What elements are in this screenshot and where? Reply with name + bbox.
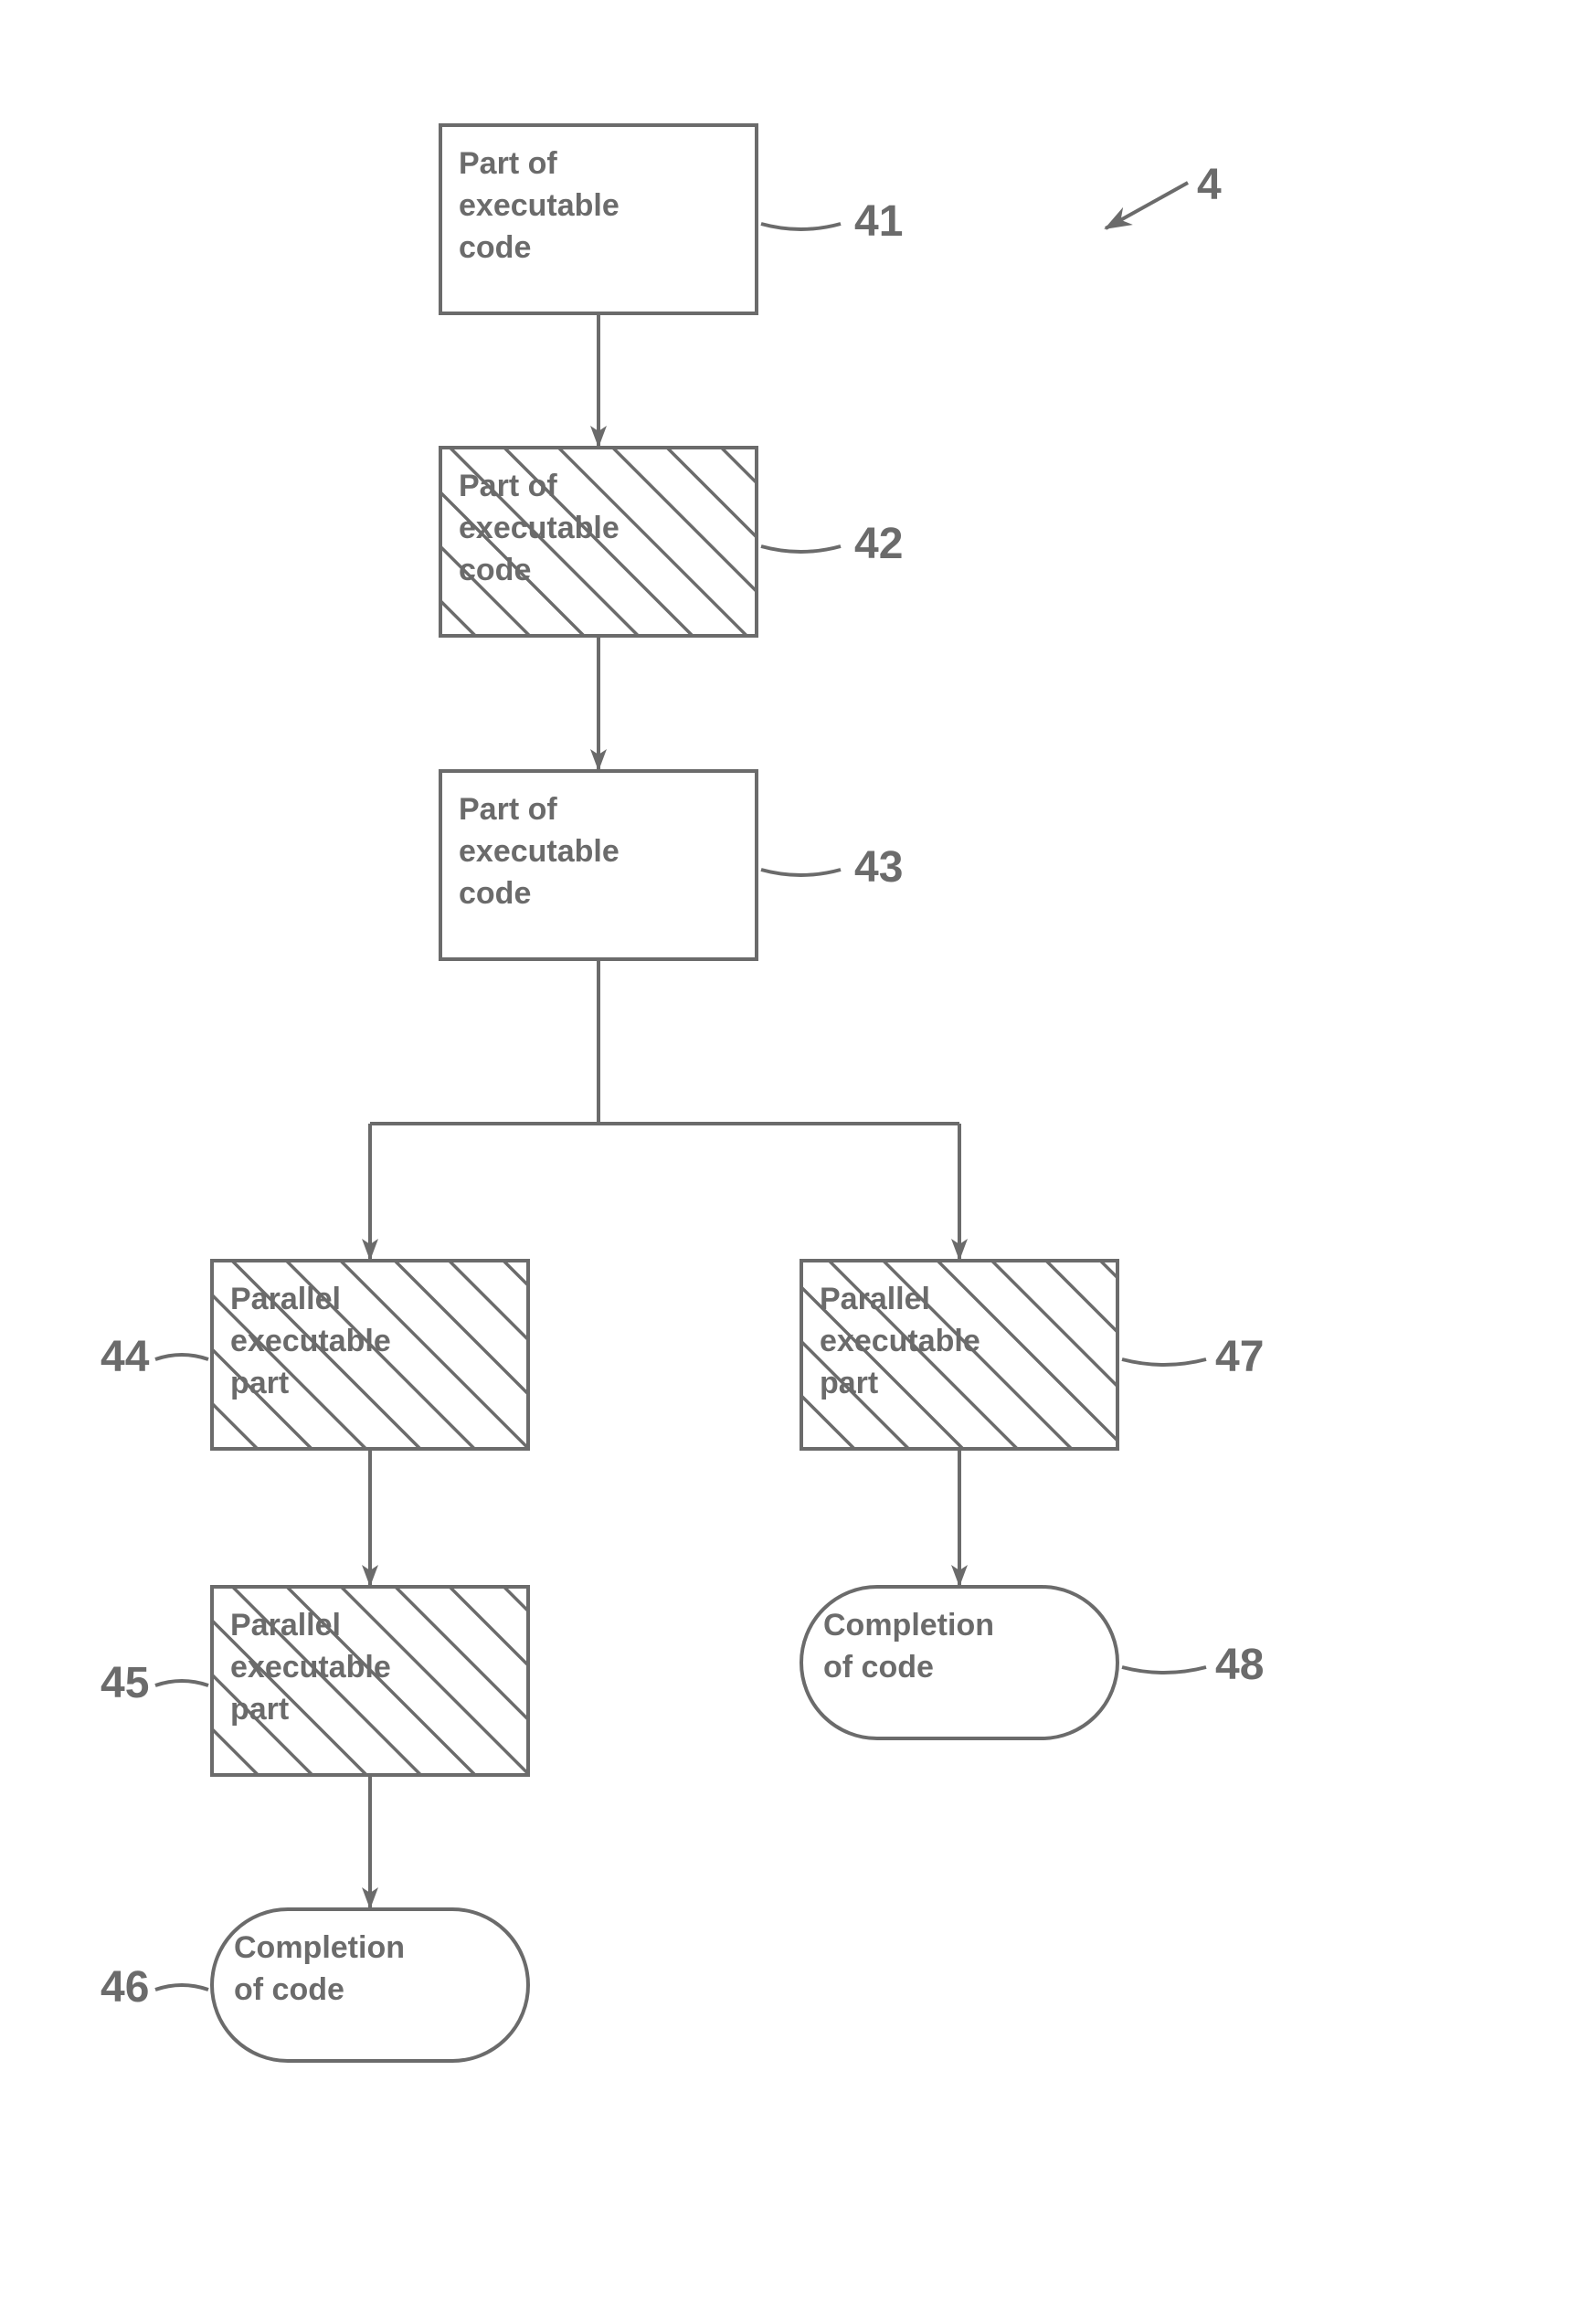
flowchart-node-n42: Part of executable code <box>439 446 758 638</box>
flowchart-node-n45: Parallel executable part <box>210 1585 530 1777</box>
flowchart-node-n47: Parallel executable part <box>800 1259 1119 1451</box>
ref-label-r42: 42 <box>854 519 903 569</box>
flowchart-node-n46: Completion of code <box>210 1907 530 2063</box>
ref-label-r4: 4 <box>1197 160 1222 210</box>
flowchart-node-n48: Completion of code <box>800 1585 1119 1740</box>
node-text: Part of executable code <box>459 143 742 269</box>
node-text: Completion of code <box>823 1605 1103 1689</box>
node-text: Parallel executable part <box>820 1279 1103 1405</box>
ref-label-r44: 44 <box>101 1332 149 1382</box>
node-text: Parallel executable part <box>230 1605 514 1731</box>
ref-label-r48: 48 <box>1215 1640 1264 1690</box>
flowchart-canvas: Part of executable code Part of executabl… <box>0 0 1578 2324</box>
ref-label-r47: 47 <box>1215 1332 1264 1382</box>
node-text: Part of executable code <box>459 789 742 915</box>
ref-label-r45: 45 <box>101 1658 149 1708</box>
ref-label-r41: 41 <box>854 196 903 247</box>
node-text: Part of executable code <box>459 466 742 592</box>
ref-label-r43: 43 <box>854 842 903 893</box>
node-text: Parallel executable part <box>230 1279 514 1405</box>
node-text: Completion of code <box>234 1928 514 2012</box>
flowchart-node-n44: Parallel executable part <box>210 1259 530 1451</box>
flowchart-node-n41: Part of executable code <box>439 123 758 315</box>
flowchart-node-n43: Part of executable code <box>439 769 758 961</box>
ref-label-r46: 46 <box>101 1962 149 2012</box>
